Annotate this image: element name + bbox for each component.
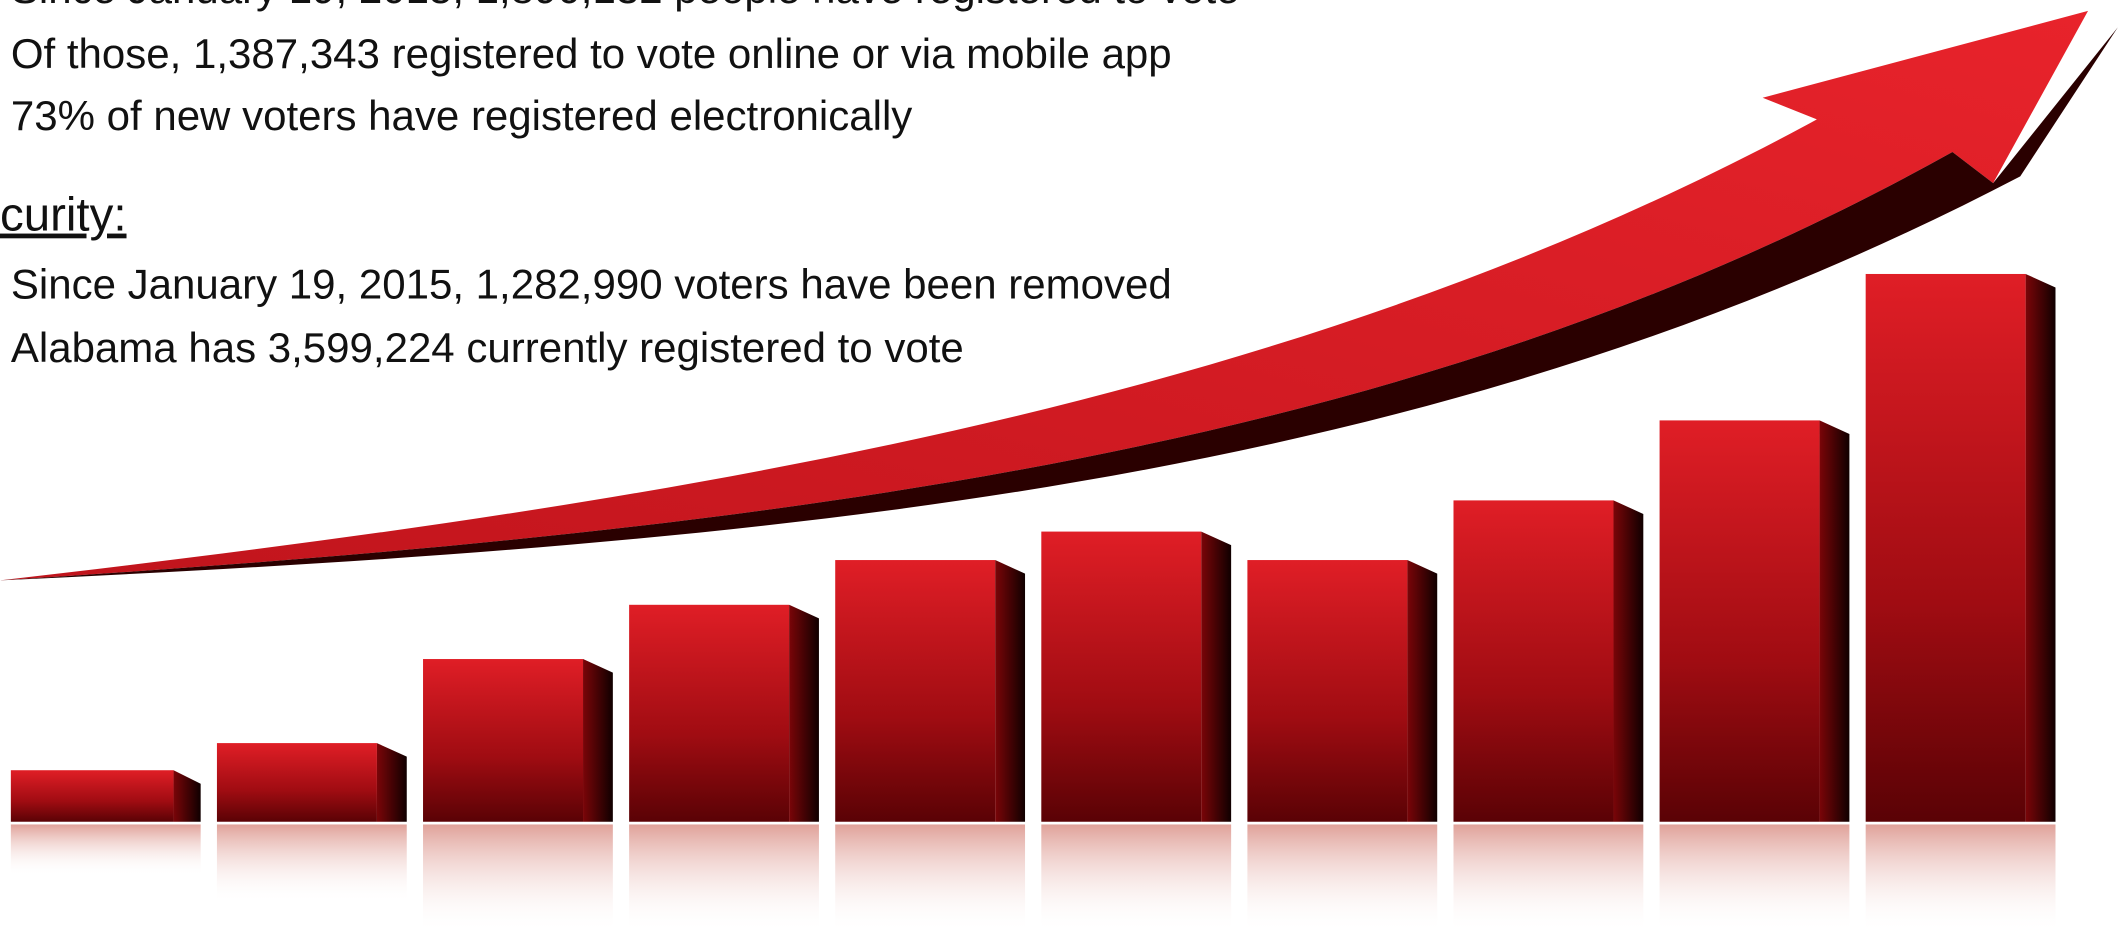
- bar-5: [835, 560, 1026, 933]
- bar-1: [10, 770, 201, 876]
- registration-line: Since January 19, 2015, 1,890,132 people…: [11, 0, 1240, 12]
- bar-3: [423, 659, 613, 933]
- registration-line: Of those, 1,387,343 registered to vote o…: [11, 30, 1172, 77]
- bar-9: [1659, 420, 1850, 933]
- section-heading: curity:: [0, 189, 127, 242]
- bar-8: [1453, 500, 1644, 933]
- trend-arrow: [0, 10, 2118, 581]
- registration-line: 73% of new voters have registered electr…: [11, 92, 912, 139]
- security-line: Since January 19, 2015, 1,282,990 voters…: [11, 260, 1172, 307]
- bar-6: [1041, 531, 1232, 933]
- bar-2: [216, 743, 407, 904]
- bar-4: [629, 604, 819, 933]
- bars: [10, 273, 2056, 933]
- bar-7: [1247, 560, 1438, 933]
- security-line: Alabama has 3,599,224 currently register…: [11, 324, 964, 371]
- bar-10: [1865, 273, 2056, 933]
